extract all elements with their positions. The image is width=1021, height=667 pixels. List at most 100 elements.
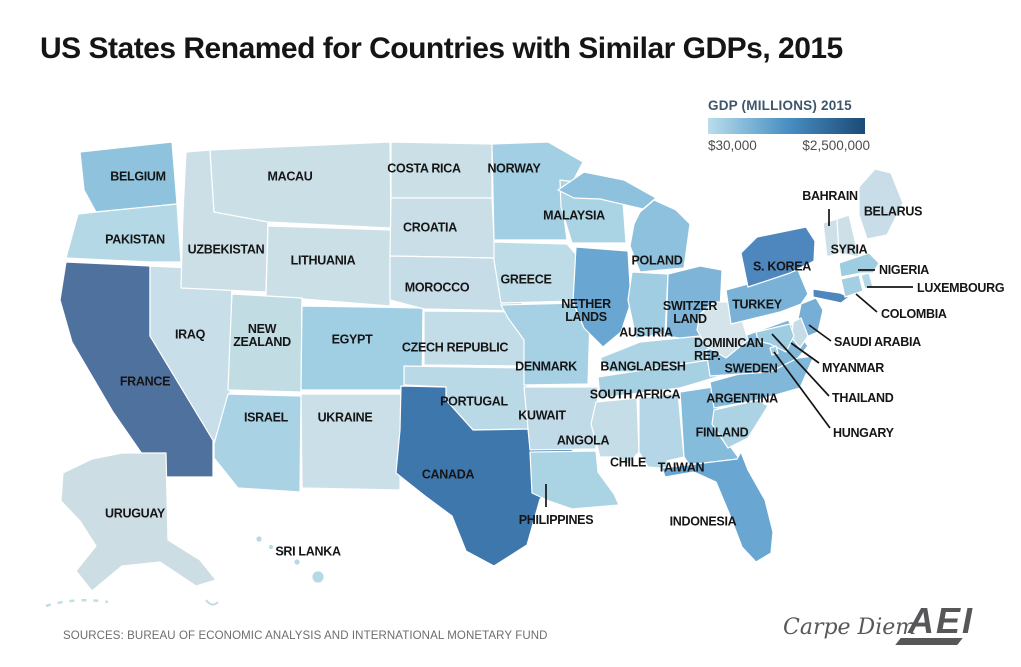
label-SD: CROATIA (403, 221, 457, 235)
state-labels: BELGIUM PAKISTAN FRANCE IRAQ UZBEKISTAN MACAU… (105, 162, 1005, 559)
gdp-legend: GDP (MILLIONS) 2015 $30,000 $2,500,000 (708, 98, 870, 153)
state-NM (300, 393, 402, 491)
state-HI (268, 544, 274, 550)
label-PA: TURKEY (732, 298, 783, 312)
state-MT (209, 141, 392, 229)
state-MI (629, 199, 691, 273)
label-MN: NORWAY (487, 162, 541, 176)
label-LA: PHILIPPINES (519, 513, 594, 527)
label-NE: MOROCCO (405, 281, 470, 295)
label-AK: URUGUAY (105, 507, 166, 521)
state-CT (840, 274, 864, 298)
state-IL (572, 246, 632, 348)
state-MS (590, 397, 640, 465)
callout-line-DE (790, 342, 820, 364)
state-NY (812, 288, 850, 304)
label-AL: CHILE (610, 456, 646, 470)
label-WA: BELGIUM (110, 170, 166, 184)
label-OH: SWITZER LAND (663, 299, 717, 326)
sources-note: SOURCES: BUREAU OF ECONOMIC ANALYSIS AND… (63, 630, 548, 642)
label-MS: ANGOLA (557, 434, 610, 448)
legend-ticks: $30,000 $2,500,000 (708, 138, 870, 153)
label-NC: ARGENTINA (706, 392, 778, 406)
label-UT: NEW ZEALAND (233, 322, 291, 349)
legend-title: GDP (MILLIONS) 2015 (708, 98, 852, 113)
state-UT (227, 293, 303, 393)
label-WY: LITHUANIA (291, 254, 356, 268)
legend-max-label: $2,500,000 (802, 138, 870, 153)
callout-line-DC (773, 351, 831, 429)
label-MO: DENMARK (515, 360, 577, 374)
label-ND: COSTA RICA (387, 162, 461, 176)
state-WY (265, 225, 392, 307)
state-DC (769, 345, 779, 356)
label-DE: MYANMAR (822, 361, 884, 375)
label-AZ: ISRAEL (244, 411, 289, 425)
carpe-diem-wordmark: Carpe Diem (783, 615, 917, 640)
label-SC: FINLAND (696, 426, 749, 440)
label-MT: MACAU (267, 170, 312, 184)
state-HI (293, 558, 301, 566)
label-AR: KUWAIT (518, 409, 566, 423)
label-VA: SWEDEN (724, 362, 777, 376)
state-LA (529, 450, 620, 510)
callout-line-CT (855, 293, 878, 313)
label-CT: COLOMBIA (881, 307, 947, 321)
label-KY: BANGLADESH (600, 360, 685, 374)
aei-logo-text: AEI (908, 600, 975, 641)
legend-gradient-bar (708, 118, 865, 134)
label-WI: MALAYSIA (543, 209, 605, 223)
label-IL: NETHER LANDS (561, 297, 611, 324)
label-NM: UKRAINE (318, 411, 373, 425)
state-MA (838, 252, 880, 278)
state-IN (627, 271, 669, 339)
label-ID: UZBEKISTAN (188, 243, 265, 257)
state-NY (740, 226, 816, 288)
label-ME: BELARUS (864, 205, 922, 219)
label-NY: S. KOREA (753, 260, 811, 274)
label-TN: SOUTH AFRICA (590, 388, 681, 402)
page-title: US States Renamed for Countries with Sim… (40, 32, 843, 65)
label-TX: CANADA (422, 468, 475, 482)
label-OR: PAKISTAN (105, 233, 165, 247)
label-FL: INDONESIA (670, 515, 737, 529)
label-MD: THAILAND (832, 391, 894, 405)
label-MA: NIGERIA (879, 263, 929, 277)
label-DC: HUNGARY (833, 426, 895, 440)
state-HI (311, 570, 325, 584)
state-AK (60, 452, 217, 592)
state-FL (661, 451, 774, 563)
state-HI (280, 548, 288, 556)
aei-logo: AEI (895, 600, 998, 652)
label-NV: IRAQ (175, 328, 206, 342)
label-CO: EGYPT (332, 333, 374, 347)
label-IN: AUSTRIA (619, 326, 673, 340)
state-OR (65, 203, 182, 263)
label-RI: LUXEMBOURG (917, 281, 1004, 295)
callout-line-MD (771, 333, 830, 397)
state-shapes (59, 141, 904, 592)
label-KS: CZECH REPUBLIC (402, 341, 508, 355)
aleutian-islands-2 (205, 599, 219, 606)
label-VT: BAHRAIN (802, 189, 858, 203)
callout-line-NJ (808, 324, 832, 342)
label-WV: DOMINICAN REP. (694, 336, 764, 363)
label-HI: SRI LANKA (275, 545, 341, 559)
state-AL (638, 392, 685, 470)
label-OK: PORTUGAL (440, 395, 508, 409)
state-ME (858, 168, 904, 240)
label-MI: POLAND (632, 254, 683, 268)
legend-min-label: $30,000 (708, 138, 757, 153)
label-CA: FRANCE (120, 375, 170, 389)
state-HI (255, 535, 263, 543)
state-AZ (213, 393, 302, 493)
state-AR (523, 386, 599, 451)
label-NJ: SAUDI ARABIA (834, 335, 921, 349)
label-NH: SYRIA (831, 243, 868, 257)
aleutian-islands (45, 598, 109, 608)
state-TN (597, 357, 728, 399)
label-GA: TAIWAN (658, 461, 705, 475)
label-IA: GREECE (501, 273, 552, 287)
